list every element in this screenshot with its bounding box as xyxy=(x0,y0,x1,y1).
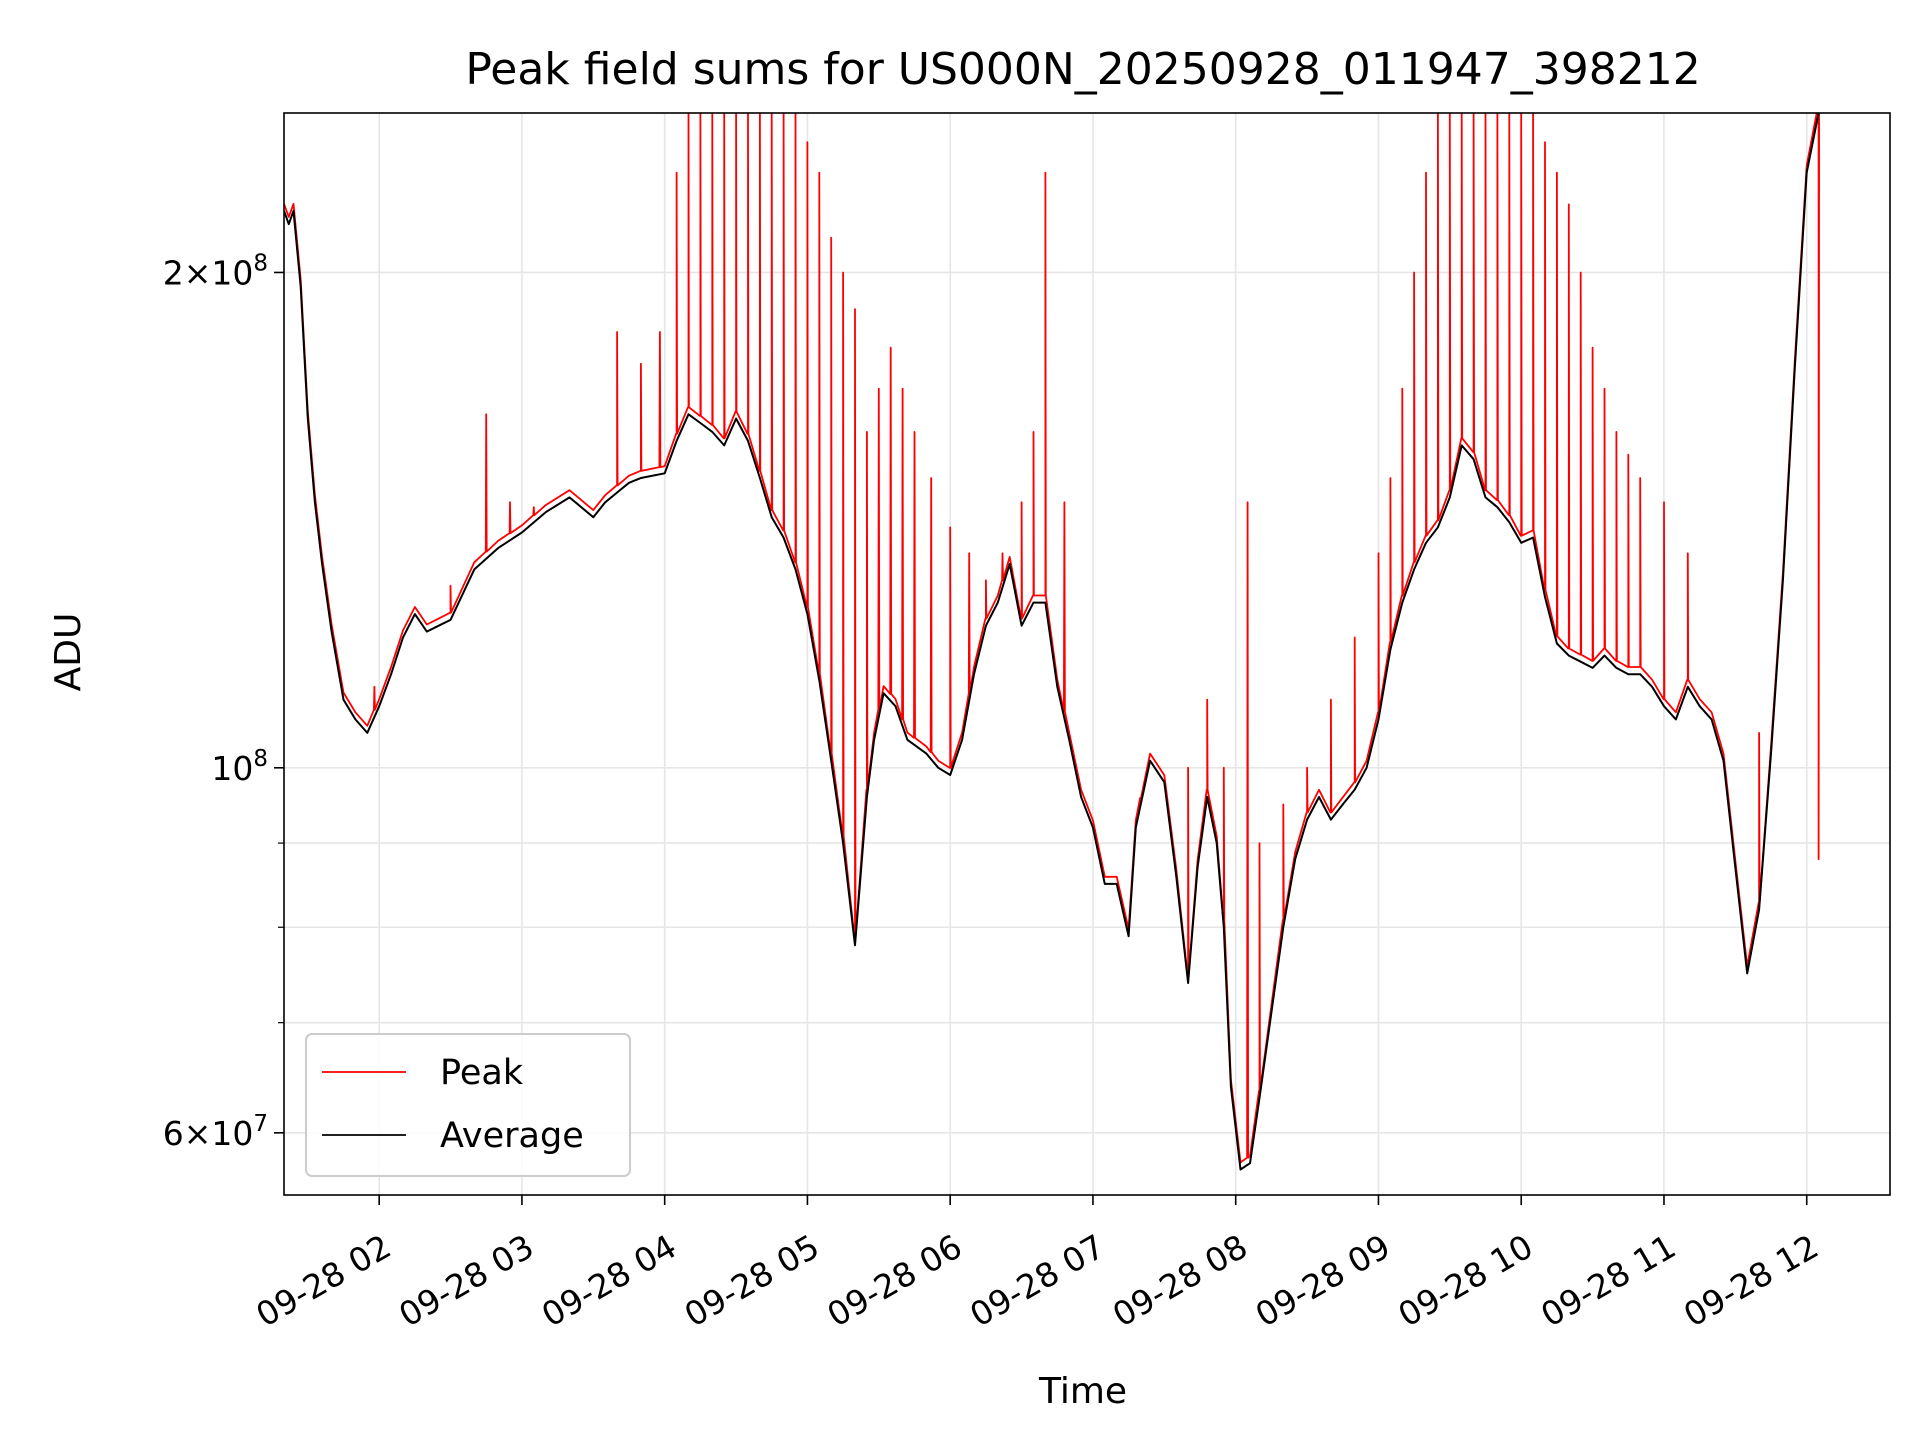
plot-series xyxy=(284,113,1820,1171)
y-tick-exponent: 8 xyxy=(253,746,268,772)
y-tick-base: 10 xyxy=(211,749,253,788)
y-tick-label: 108 xyxy=(211,746,268,788)
y-tick-mantissa: 2 xyxy=(163,253,184,292)
y-tick-label: 6×107 xyxy=(163,1111,268,1153)
legend-label-peak: Peak xyxy=(440,1053,524,1093)
y-tick-label: 2×108 xyxy=(163,250,268,292)
plot-frame xyxy=(283,112,1891,1196)
y-tick-exponent: 8 xyxy=(253,250,268,276)
y-axis-label: ADU xyxy=(48,613,89,692)
chart-title: Peak field sums for US000N_20250928_0119… xyxy=(465,44,1700,95)
legend-box xyxy=(305,1033,631,1177)
y-tick-base: 10 xyxy=(211,253,253,292)
y-tick-times: × xyxy=(184,253,212,292)
y-tick-base: 10 xyxy=(211,1114,253,1153)
y-tick-mantissa: 6 xyxy=(163,1114,184,1153)
legend: Peak Average xyxy=(305,1033,631,1177)
legend-label-average: Average xyxy=(440,1116,584,1156)
peak-series-line xyxy=(284,113,1820,1164)
y-tick-exponent: 7 xyxy=(253,1111,268,1137)
x-axis-label: Time xyxy=(1038,1371,1127,1412)
y-tick-times: × xyxy=(184,1114,212,1153)
series-clip-group xyxy=(284,113,1820,1171)
average-series-line xyxy=(284,113,1820,1171)
